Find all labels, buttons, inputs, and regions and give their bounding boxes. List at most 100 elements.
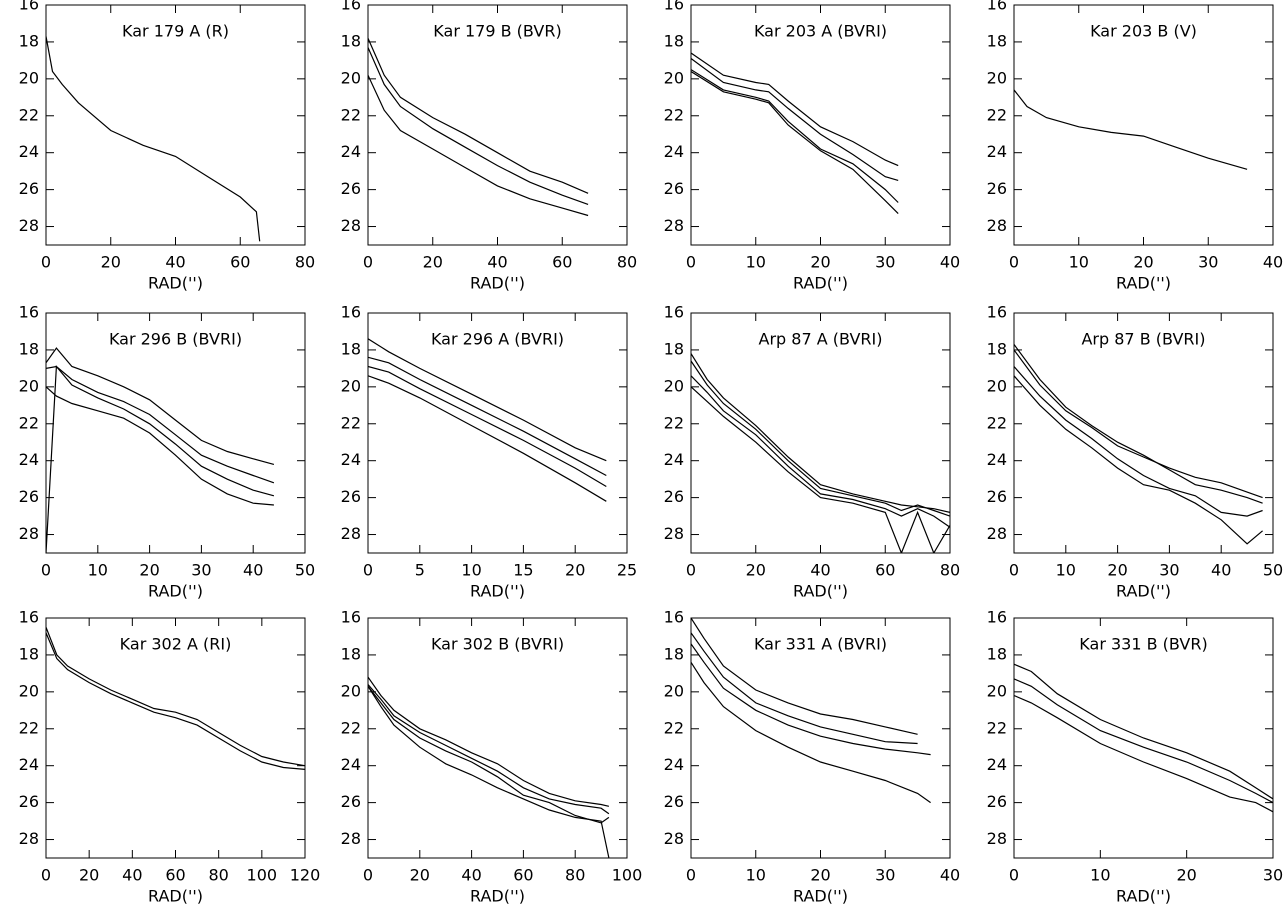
x-tick-label: 20 [1176,866,1196,885]
profile-line [691,661,931,804]
x-tick-label: 25 [617,561,637,580]
y-tick-label: 26 [341,487,361,506]
x-tick-label: 0 [363,253,373,272]
x-axis-label: RAD('') [793,274,848,293]
y-tick-label: 20 [664,681,684,700]
x-tick-label: 0 [363,866,373,885]
y-tick-label: 24 [341,450,361,469]
y-tick-label: 28 [341,829,361,848]
plot-frame [367,4,628,246]
x-tick-label: 20 [139,561,159,580]
x-axis-label: RAD('') [793,582,848,601]
y-tick-label: 22 [341,105,361,124]
x-tick-label: 10 [1090,866,1110,885]
x-tick-label: 60 [875,561,895,580]
profile-line [691,353,950,513]
x-tick-label: 40 [810,561,830,580]
x-tick-label: 20 [79,866,99,885]
panel-title: Arp 87 A (BVRI) [759,330,883,349]
y-tick-label: 20 [987,68,1007,87]
plot-frame [690,312,951,554]
x-axis-label: RAD('') [1116,582,1171,601]
plot-frame [690,4,951,246]
y-tick-label: 22 [664,718,684,737]
x-tick-label: 0 [363,561,373,580]
x-tick-label: 40 [1263,253,1283,272]
y-tick-label: 20 [19,376,39,395]
profile-line [368,684,610,815]
panel-title: Kar 179 B (BVR) [433,22,561,41]
plot-frame [45,312,306,554]
x-tick-label: 0 [686,866,696,885]
x-tick-label: 0 [686,561,696,580]
x-tick-label: 20 [810,253,830,272]
y-tick-label: 28 [987,524,1007,543]
y-tick-label: 26 [987,487,1007,506]
profile-line [691,52,899,167]
x-tick-label: 20 [565,561,585,580]
x-tick-label: 100 [247,866,278,885]
profile-line [691,632,918,745]
profile-line [368,37,589,194]
x-tick-label: 40 [940,866,960,885]
y-tick-label: 24 [19,755,39,774]
y-tick-label: 24 [664,450,684,469]
profile-line [46,364,275,553]
x-tick-label: 10 [1056,561,1076,580]
y-tick-label: 16 [19,608,39,627]
plot-frame [367,617,628,859]
y-tick-label: 18 [664,339,684,358]
x-tick-label: 40 [940,253,960,272]
panel-title: Kar 203 A (BVRI) [754,22,887,41]
y-tick-label: 28 [19,524,39,543]
y-tick-label: 28 [341,216,361,235]
profile-line [691,643,931,756]
x-tick-label: 80 [565,866,585,885]
y-tick-label: 26 [987,179,1007,198]
y-tick-label: 28 [987,829,1007,848]
plot-frame [1013,617,1274,859]
x-tick-label: 10 [88,561,108,580]
x-tick-label: 100 [612,866,643,885]
profile-line [691,70,899,215]
y-tick-label: 16 [341,303,361,322]
plot-frame [1013,312,1274,554]
profile-line [368,685,610,858]
y-tick-label: 18 [19,31,39,50]
y-tick-label: 20 [987,376,1007,395]
y-tick-label: 18 [341,339,361,358]
x-tick-label: 30 [875,866,895,885]
y-tick-label: 16 [341,0,361,14]
y-tick-label: 16 [341,608,361,627]
panel-title: Kar 179 A (R) [122,22,229,41]
profile-line [1014,366,1263,517]
x-tick-label: 0 [41,561,51,580]
x-axis-label: RAD('') [793,887,848,906]
profile-line [691,360,950,517]
x-tick-label: 40 [461,866,481,885]
profile-line [46,347,275,465]
y-tick-label: 18 [987,339,1007,358]
profile-line [1014,344,1263,504]
x-tick-label: 20 [423,253,443,272]
x-tick-label: 50 [1263,561,1283,580]
profile-line [368,74,589,217]
y-tick-label: 20 [19,68,39,87]
x-tick-label: 60 [513,866,533,885]
x-tick-label: 60 [230,253,250,272]
y-tick-label: 18 [664,31,684,50]
plot-frame [45,617,306,859]
x-tick-label: 40 [165,253,185,272]
y-tick-label: 22 [664,413,684,432]
x-tick-label: 0 [686,253,696,272]
y-tick-label: 18 [987,644,1007,663]
y-tick-label: 16 [987,608,1007,627]
y-tick-label: 18 [664,644,684,663]
y-tick-label: 22 [341,413,361,432]
profile-line [691,386,950,553]
y-tick-label: 20 [664,376,684,395]
plot-frame [1013,4,1274,246]
x-axis-label: RAD('') [148,582,203,601]
x-tick-label: 30 [1159,561,1179,580]
